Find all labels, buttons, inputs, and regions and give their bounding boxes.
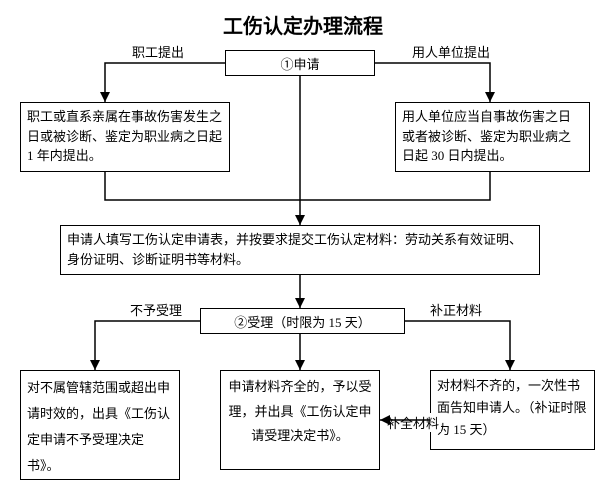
label-not-accepted: 不予受理 [128, 300, 184, 319]
node-text: 对材料不齐的，一次性书面告知申请人。（补证时限为 15 天） [437, 378, 587, 437]
node-reject: 对不属管辖范围或超出申请时效的，出具《工伤认定申请不予受理决定书》。 [20, 370, 180, 480]
node-text: 用人单位应当自事故伤害之日或者被诊断、鉴定为职业病之日起 30 日内提出。 [402, 109, 571, 163]
node-text: ①申请 [280, 57, 319, 72]
label-employer: 用人单位提出 [410, 42, 492, 61]
node-ok: 申请材料齐全的，予以受理，并出具《工伤认定申请受理决定书》。 [220, 370, 380, 470]
page-title: 工伤认定办理流程 [0, 10, 606, 39]
label-supplement-complete: 补全材料 [385, 413, 441, 432]
node-accept: ②受理（时限为 15 天） [200, 308, 405, 334]
node-supplement: 对材料不齐的，一次性书面告知申请人。（补证时限为 15 天） [430, 370, 595, 450]
node-emp-right: 用人单位应当自事故伤害之日或者被诊断、鉴定为职业病之日起 30 日内提出。 [395, 102, 590, 172]
node-emp-left: 职工或直系亲属在事故伤害发生之日或被诊断、鉴定为职业病之日起 1 年内提出。 [20, 102, 230, 172]
node-materials: 申请人填写工伤认定申请表，并按要求提交工伤认定材料：劳动关系有效证明、身份证明、… [60, 225, 540, 275]
label-employee: 职工提出 [130, 42, 186, 61]
node-text: 职工或直系亲属在事故伤害发生之日或被诊断、鉴定为职业病之日起 1 年内提出。 [27, 109, 222, 163]
node-text: 申请人填写工伤认定申请表，并按要求提交工伤认定材料：劳动关系有效证明、身份证明、… [67, 232, 522, 267]
node-apply: ①申请 [225, 50, 375, 76]
label-supplement: 补正材料 [428, 300, 484, 319]
node-text: ②受理（时限为 15 天） [234, 315, 371, 330]
flowchart-canvas: 工伤认定办理流程 ①申请 职工或直系亲属在事故伤害发生之日或被诊断、鉴定为职业病… [0, 0, 606, 500]
node-text: 申请材料齐全的，予以受理，并出具《工伤认定申请受理决定书》。 [228, 379, 371, 443]
node-text: 对不属管辖范围或超出申请时效的，出具《工伤认定申请不予受理决定书》。 [27, 380, 170, 473]
